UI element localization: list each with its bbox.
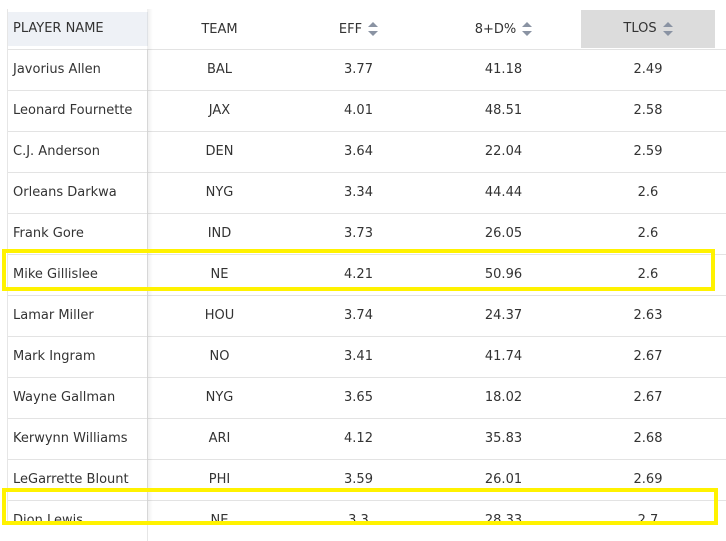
player-name-cell: LeGarrette Blount	[8, 460, 148, 500]
player-name-cell: Leonard Fournette	[8, 91, 148, 131]
table-row: Javorius Allen BAL 3.77 41.18 2.49	[8, 49, 726, 90]
eff-cell: 3.73	[344, 226, 373, 241]
eight-d-cell: 26.01	[484, 472, 523, 487]
player-name-cell: Wayne Gallman	[8, 378, 148, 418]
player-name-cell: Lamar Miller	[8, 296, 148, 336]
tlos-cell: 2.67	[633, 390, 663, 405]
eff-cell: 3.34	[344, 185, 373, 200]
eight-d-cell: 41.18	[484, 62, 523, 77]
tlos-cell: 2.6	[637, 185, 659, 200]
eff-cell: 3.59	[344, 472, 373, 487]
player-name-cell: Javorius Allen	[8, 50, 148, 90]
eight-d-cell: 50.96	[484, 267, 523, 282]
tlos-cell: 2.6	[637, 267, 659, 282]
team-cell: PHI	[208, 472, 231, 487]
eight-d-cell: 18.02	[484, 390, 523, 405]
player-name-cell: C.J. Anderson	[8, 132, 148, 172]
table-row: LeGarrette Blount PHI 3.59 26.01 2.69	[8, 459, 726, 500]
eff-cell: 4.12	[344, 431, 373, 446]
tlos-cell: 2.69	[633, 472, 663, 487]
eff-cell: 3.65	[344, 390, 373, 405]
eight-d-cell: 44.44	[484, 185, 523, 200]
sort-icon[interactable]	[522, 22, 533, 36]
player-name-cell: Orleans Darkwa	[8, 173, 148, 213]
table-row: Wayne Gallman NYG 3.65 18.02 2.67	[8, 377, 726, 418]
header-team[interactable]: TEAM	[201, 21, 238, 37]
table-row: C.J. Anderson DEN 3.64 22.04 2.59	[8, 131, 726, 172]
table-row: Leonard Fournette JAX 4.01 48.51 2.58	[8, 90, 726, 131]
team-cell: NE	[210, 267, 229, 282]
tlos-cell: 2.68	[633, 431, 663, 446]
tlos-cell: 2.63	[633, 308, 663, 323]
header-tlos-label: TLOS	[623, 21, 657, 36]
table-row: Frank Gore IND 3.73 26.05 2.6	[8, 213, 726, 254]
frozen-column-shadow	[147, 9, 153, 525]
table-header: PLAYER NAME TEAM EFF 8+D% TLOS	[8, 9, 726, 49]
table-left-border	[7, 9, 8, 525]
team-cell: JAX	[208, 103, 231, 118]
eff-cell: 4.21	[344, 267, 373, 282]
table-row: Kerwynn Williams ARI 4.12 35.83 2.68	[8, 418, 726, 459]
header-8d-label: 8+D%	[474, 21, 517, 37]
header-8d[interactable]: 8+D%	[426, 22, 581, 37]
sort-icon[interactable]	[368, 22, 379, 36]
table-row: Mark Ingram NO 3.41 41.74 2.67	[8, 336, 726, 377]
team-cell: NYG	[205, 390, 234, 405]
eight-d-cell: 48.51	[484, 103, 523, 118]
team-cell: NO	[209, 349, 230, 364]
table-row: Orleans Darkwa NYG 3.34 44.44 2.6	[8, 172, 726, 213]
eff-cell: 3.74	[344, 308, 373, 323]
player-name-cell: Frank Gore	[8, 214, 148, 254]
table-row: Lamar Miller HOU 3.74 24.37 2.63	[8, 295, 726, 336]
table-row: Mike Gillislee NE 4.21 50.96 2.6	[8, 254, 726, 295]
header-eff[interactable]: EFF	[291, 22, 426, 37]
tlos-cell: 2.67	[633, 349, 663, 364]
eight-d-cell: 28.33	[484, 513, 523, 528]
eight-d-cell: 35.83	[484, 431, 523, 446]
tlos-cell: 2.58	[633, 103, 663, 118]
player-name-cell: Dion Lewis	[8, 501, 148, 541]
tlos-cell: 2.6	[637, 226, 659, 241]
team-cell: BAL	[206, 62, 233, 77]
tlos-cell: 2.7	[637, 513, 659, 528]
eff-cell: 3.77	[344, 62, 373, 77]
header-eff-label: EFF	[338, 21, 363, 37]
eight-d-cell: 26.05	[484, 226, 523, 241]
eff-cell: 3.64	[344, 144, 373, 159]
team-cell: HOU	[204, 308, 235, 323]
header-player-name[interactable]: PLAYER NAME	[8, 12, 148, 46]
tlos-cell: 2.59	[633, 144, 663, 159]
team-cell: NYG	[205, 185, 234, 200]
tlos-cell: 2.49	[633, 62, 663, 77]
eff-cell: 4.01	[344, 103, 373, 118]
team-cell: IND	[207, 226, 232, 241]
eight-d-cell: 22.04	[484, 144, 523, 159]
team-cell: ARI	[208, 431, 231, 446]
team-cell: DEN	[205, 144, 234, 159]
header-tlos[interactable]: TLOS	[581, 10, 715, 48]
eff-cell: 3.3	[348, 513, 369, 528]
stats-table: PLAYER NAME TEAM EFF 8+D% TLOS Javorius …	[8, 9, 726, 541]
sort-icon[interactable]	[662, 21, 673, 36]
player-name-cell: Kerwynn Williams	[8, 419, 148, 459]
eight-d-cell: 24.37	[484, 308, 523, 323]
player-name-cell: Mike Gillislee	[8, 255, 148, 295]
player-name-cell: Mark Ingram	[8, 337, 148, 377]
eight-d-cell: 41.74	[484, 349, 523, 364]
team-cell: NE	[210, 513, 229, 528]
eff-cell: 3.41	[344, 349, 373, 364]
table-row: Dion Lewis NE 3.3 28.33 2.7	[8, 500, 726, 541]
